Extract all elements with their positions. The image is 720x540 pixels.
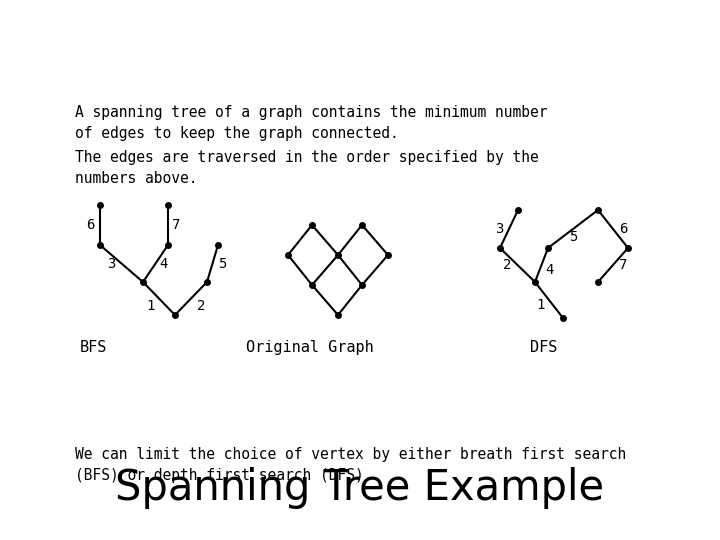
Text: 3: 3 bbox=[107, 256, 116, 271]
Text: 1: 1 bbox=[147, 300, 156, 314]
Text: 5: 5 bbox=[218, 256, 227, 271]
Text: 6: 6 bbox=[86, 218, 94, 232]
Text: 4: 4 bbox=[159, 256, 168, 271]
Text: 5: 5 bbox=[569, 230, 577, 244]
Text: A spanning tree of a graph contains the minimum number
of edges to keep the grap: A spanning tree of a graph contains the … bbox=[75, 105, 547, 141]
Text: We can limit the choice of vertex by either breath first search
(BFS) or depth f: We can limit the choice of vertex by eit… bbox=[75, 447, 626, 483]
Text: 7: 7 bbox=[172, 218, 180, 232]
Text: BFS: BFS bbox=[80, 340, 107, 355]
Text: 3: 3 bbox=[495, 222, 503, 236]
Text: 7: 7 bbox=[618, 258, 627, 272]
Text: 6: 6 bbox=[618, 222, 627, 236]
Text: Spanning Tree Example: Spanning Tree Example bbox=[115, 467, 605, 509]
Text: 1: 1 bbox=[537, 298, 545, 312]
Text: 2: 2 bbox=[503, 258, 512, 272]
Text: 4: 4 bbox=[545, 263, 554, 277]
Text: 2: 2 bbox=[197, 300, 205, 314]
Text: Original Graph: Original Graph bbox=[246, 340, 374, 355]
Text: The edges are traversed in the order specified by the
numbers above.: The edges are traversed in the order spe… bbox=[75, 150, 539, 186]
Text: DFS: DFS bbox=[530, 340, 557, 355]
